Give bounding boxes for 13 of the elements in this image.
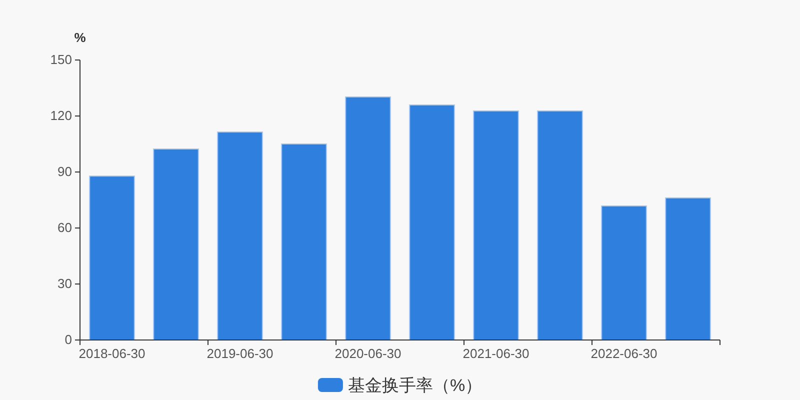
legend-label: 基金换手率（%） — [348, 376, 482, 395]
y-tick-label: 30 — [58, 276, 72, 291]
y-tick-label: 150 — [50, 52, 72, 67]
x-tick-label: 2019-06-30 — [206, 346, 274, 361]
y-tick-label: 90 — [58, 164, 72, 179]
x-tick-label: 2018-06-30 — [78, 346, 146, 361]
y-tick-label: 60 — [58, 220, 72, 235]
y-tick-label: 120 — [50, 108, 72, 123]
y-tick-label: 0 — [64, 332, 72, 347]
x-tick-label: 2022-06-30 — [590, 346, 658, 361]
x-tick-label: 2020-06-30 — [334, 346, 402, 361]
x-tick-label: 2021-06-30 — [462, 346, 530, 361]
y-axis-title: % — [74, 30, 86, 45]
